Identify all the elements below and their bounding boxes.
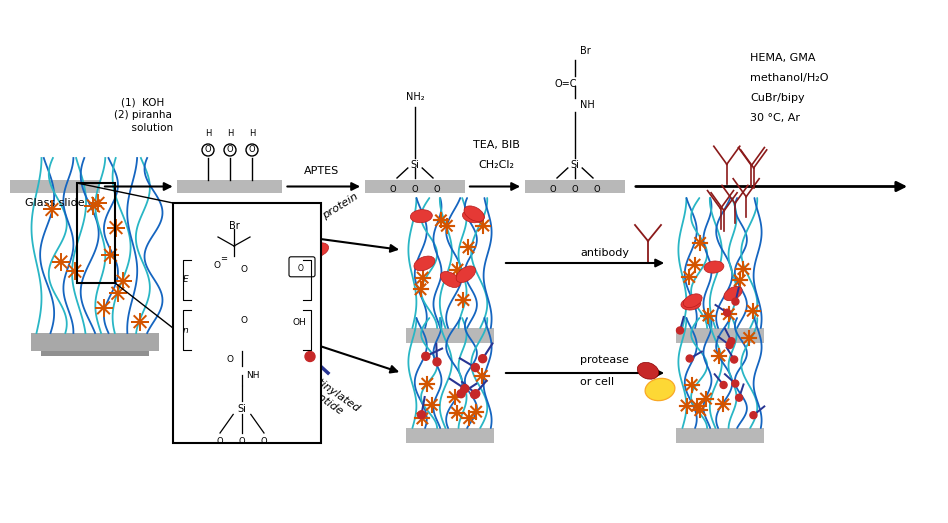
Circle shape	[417, 411, 426, 419]
Text: H: H	[205, 130, 211, 139]
Text: Si: Si	[238, 404, 246, 414]
Ellipse shape	[464, 206, 484, 221]
Circle shape	[422, 353, 429, 360]
Circle shape	[686, 355, 693, 362]
Circle shape	[677, 327, 684, 334]
Text: protein: protein	[320, 192, 359, 221]
Text: O: O	[550, 185, 556, 194]
Circle shape	[728, 338, 735, 345]
Text: E: E	[183, 275, 189, 285]
Text: methanol/H₂O: methanol/H₂O	[750, 73, 829, 83]
Text: O: O	[227, 145, 233, 154]
Text: H: H	[248, 130, 255, 139]
Ellipse shape	[463, 210, 484, 223]
Text: CH₂Cl₂: CH₂Cl₂	[478, 160, 514, 170]
Text: Si: Si	[571, 160, 579, 170]
Text: Si: Si	[410, 160, 419, 170]
Text: TEA, BIB: TEA, BIB	[472, 140, 520, 150]
Text: NH: NH	[580, 100, 594, 110]
Ellipse shape	[684, 294, 702, 308]
Text: protease: protease	[580, 355, 629, 365]
Ellipse shape	[414, 256, 435, 271]
Text: n: n	[183, 326, 189, 335]
Text: O: O	[241, 265, 247, 274]
Circle shape	[470, 391, 479, 399]
Circle shape	[750, 412, 757, 419]
Text: NH₂: NH₂	[406, 92, 425, 102]
Text: O: O	[390, 185, 396, 194]
Bar	[406, 328, 494, 343]
Text: O: O	[205, 145, 211, 154]
Circle shape	[732, 298, 738, 305]
Text: OH: OH	[292, 317, 306, 327]
Text: CuBr/bipy: CuBr/bipy	[750, 93, 805, 103]
Text: =: =	[221, 255, 228, 264]
Bar	[525, 180, 625, 193]
Bar	[31, 333, 158, 351]
Circle shape	[457, 390, 465, 397]
Text: O: O	[213, 260, 221, 269]
Circle shape	[731, 356, 738, 363]
Circle shape	[732, 380, 738, 387]
Circle shape	[472, 390, 480, 398]
Ellipse shape	[307, 243, 329, 257]
Bar	[77, 183, 115, 283]
Text: O: O	[593, 185, 600, 194]
Circle shape	[720, 381, 727, 389]
Circle shape	[246, 144, 258, 156]
Text: or cell: or cell	[580, 377, 614, 387]
Text: O: O	[239, 437, 246, 446]
Bar	[177, 180, 283, 193]
Text: O: O	[298, 264, 304, 274]
Circle shape	[202, 144, 214, 156]
Bar	[42, 351, 149, 356]
Ellipse shape	[645, 378, 675, 401]
Text: O: O	[217, 437, 224, 446]
Text: O: O	[248, 145, 255, 154]
Text: Br: Br	[580, 46, 591, 56]
Bar	[676, 428, 764, 443]
Text: O: O	[433, 185, 440, 194]
Ellipse shape	[456, 266, 476, 282]
Text: O=C: O=C	[555, 79, 577, 89]
Text: biotinylated
peptide: biotinylated peptide	[295, 368, 361, 423]
Text: 30 °C, Ar: 30 °C, Ar	[750, 113, 800, 123]
Text: Glass slide: Glass slide	[26, 198, 84, 208]
Text: APTES: APTES	[304, 166, 339, 176]
Circle shape	[723, 309, 731, 316]
Circle shape	[726, 342, 733, 348]
Circle shape	[224, 144, 236, 156]
Text: O: O	[572, 185, 578, 194]
Ellipse shape	[681, 298, 701, 310]
Bar	[406, 428, 494, 443]
Text: Br: Br	[228, 221, 240, 231]
Text: (1)  KOH
(2) piranha
      solution: (1) KOH (2) piranha solution	[113, 97, 173, 133]
Text: HEMA, GMA: HEMA, GMA	[750, 53, 815, 63]
Ellipse shape	[724, 286, 742, 301]
Text: O: O	[241, 316, 247, 325]
Ellipse shape	[410, 210, 432, 223]
Bar	[365, 180, 465, 193]
Bar	[10, 180, 100, 193]
Ellipse shape	[637, 362, 659, 379]
Text: NH: NH	[246, 370, 260, 380]
Text: O: O	[261, 437, 267, 446]
Ellipse shape	[440, 271, 460, 288]
Circle shape	[305, 351, 315, 361]
Circle shape	[736, 394, 742, 401]
Text: H: H	[227, 130, 233, 139]
Circle shape	[479, 355, 486, 362]
Text: O: O	[411, 185, 418, 194]
Bar	[676, 328, 764, 343]
Circle shape	[433, 358, 441, 366]
Circle shape	[461, 384, 469, 393]
Ellipse shape	[704, 261, 724, 273]
Circle shape	[471, 363, 480, 371]
Bar	[173, 203, 321, 443]
Text: O: O	[227, 355, 233, 363]
Text: antibody: antibody	[580, 247, 629, 258]
